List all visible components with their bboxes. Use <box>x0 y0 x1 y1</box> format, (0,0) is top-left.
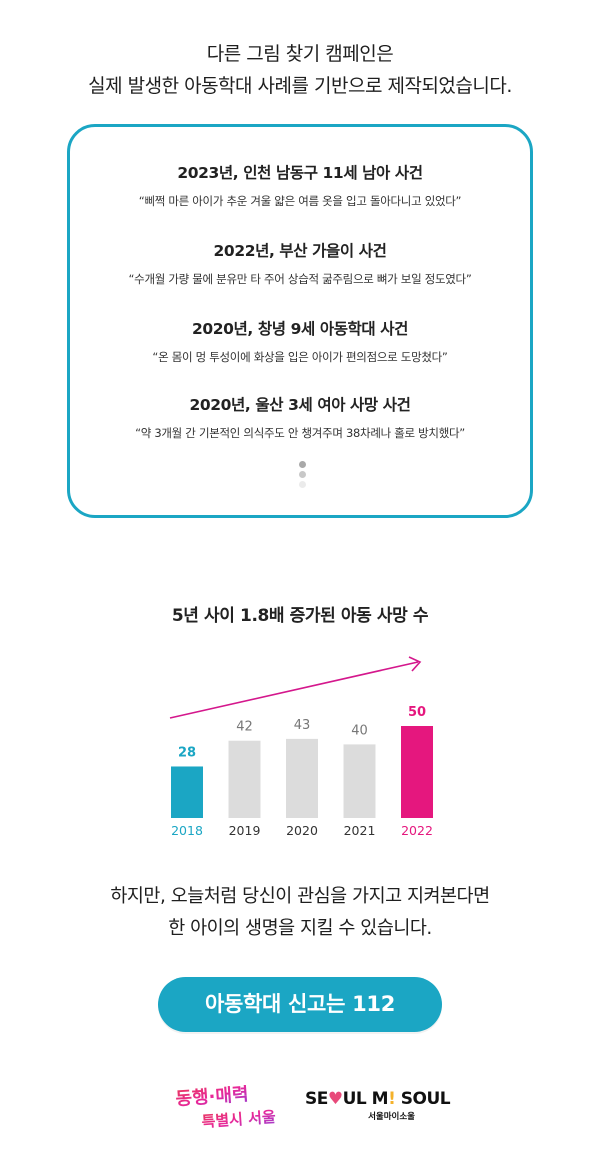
report-112-button[interactable]: 아동학대 신고는 112 <box>158 977 442 1032</box>
trend-arrow-icon <box>408 656 422 672</box>
x-tick-label: 2018 <box>171 823 203 838</box>
case-item: 2020년, 울산 3세 여아 사망 사건 “약 3개월 간 기본적인 의식주도… <box>70 393 530 441</box>
case-quote: “삐쩍 마른 아이가 추운 겨울 얇은 여름 옷을 입고 돌아다니고 있었다” <box>138 194 462 208</box>
x-tick-label: 2020 <box>286 823 318 838</box>
haechi-logo-line-1: 동행·매력 <box>175 1085 249 1110</box>
trend-arrow-line <box>169 661 419 719</box>
bar-2020 <box>286 738 318 818</box>
haechi-logo-line-2: 특별시 서울 <box>201 1108 276 1131</box>
case-title: 2020년, 창녕 9세 아동학대 사건 <box>192 320 408 338</box>
seoul-logo-main: SE♥UL M! SOUL <box>305 1089 451 1109</box>
bar-value-label: 40 <box>351 723 368 738</box>
x-tick-label: 2021 <box>344 823 376 838</box>
case-item: 2022년, 부산 가을이 사건 “수개월 가량 물에 분유만 타 주어 상습적… <box>70 239 530 287</box>
case-item: 2023년, 인천 남동구 11세 남아 사건 “삐쩍 마른 아이가 추운 겨울… <box>70 161 530 209</box>
closing-line-1: 하지만, 오늘처럼 당신이 관심을 가지고 지켜본다면 <box>110 886 490 907</box>
case-item: 2020년, 창녕 9세 아동학대 사건 “온 몸이 멍 투성이에 화상을 입은… <box>70 317 530 365</box>
bar-2022 <box>401 726 433 818</box>
case-title: 2020년, 울산 3세 여아 사망 사건 <box>189 396 411 414</box>
bar-value-label: 42 <box>236 720 253 735</box>
bar-value-label: 28 <box>178 745 196 760</box>
bar-value-label: 50 <box>408 705 426 720</box>
closing-text: 하지만, 오늘처럼 당신이 관심을 가지고 지켜본다면 한 아이의 생명을 지킬… <box>0 881 600 945</box>
case-title: 2022년, 부산 가을이 사건 <box>213 242 387 260</box>
child-death-bar-chart: 28 2018 42 2019 43 2020 40 2021 50 2022 <box>169 656 433 838</box>
bar-2021 <box>343 744 376 818</box>
intro-line-2: 실제 발생한 아동학대 사례를 기반으로 제작되었습니다. <box>88 75 512 97</box>
case-quote: “약 3개월 간 기본적인 의식주도 안 챙겨주며 38차례나 홀로 방치했다” <box>135 426 465 440</box>
bar-2018 <box>171 766 203 818</box>
x-tick-label: 2022 <box>401 823 433 838</box>
case-list-box[interactable]: 2023년, 인천 남동구 11세 남아 사건 “삐쩍 마른 아이가 추운 겨울… <box>67 124 533 518</box>
footer-logos: 동행·매력 특별시 서울 SE♥UL M! SOUL 서울마이소울 <box>0 1085 600 1135</box>
case-title: 2023년, 인천 남동구 11세 남아 사건 <box>177 164 423 182</box>
intro-text: 다른 그림 찾기 캠페인은 실제 발생한 아동학대 사례를 기반으로 제작되었습… <box>0 38 600 102</box>
more-indicator-icon <box>299 461 307 491</box>
case-quote: “온 몸이 멍 투성이에 화상을 입은 아이가 편의점으로 도망쳤다” <box>152 350 448 364</box>
case-quote: “수개월 가량 물에 분유만 타 주어 상습적 굶주림으로 뼈가 보일 정도였다… <box>128 272 472 286</box>
seoul-my-soul-logo-icon: SE♥UL M! SOUL 서울마이소울 <box>305 1089 451 1129</box>
x-tick-label: 2019 <box>229 823 261 838</box>
bar-value-label: 43 <box>294 718 311 733</box>
seoul-logo-sub: 서울마이소울 <box>368 1112 415 1122</box>
seoul-haechi-logo-icon: 동행·매력 특별시 서울 <box>175 1085 277 1131</box>
intro-line-1: 다른 그림 찾기 캠페인은 <box>206 43 394 65</box>
chart-title: 5년 사이 1.8배 증가된 아동 사망 수 <box>171 606 429 626</box>
bar-2019 <box>228 740 261 818</box>
closing-line-2: 한 아이의 생명을 지킬 수 있습니다. <box>168 918 432 939</box>
